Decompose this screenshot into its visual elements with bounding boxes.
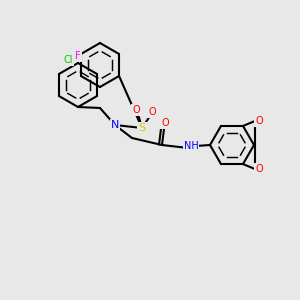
Text: NH: NH [184,141,198,151]
Text: O: O [255,164,263,174]
Text: O: O [132,105,140,115]
Text: N: N [111,120,119,130]
Text: O: O [148,107,156,117]
Text: F: F [75,51,81,61]
Text: O: O [161,118,169,128]
Text: S: S [138,123,146,133]
Text: Cl: Cl [63,55,73,65]
Text: O: O [255,116,263,126]
